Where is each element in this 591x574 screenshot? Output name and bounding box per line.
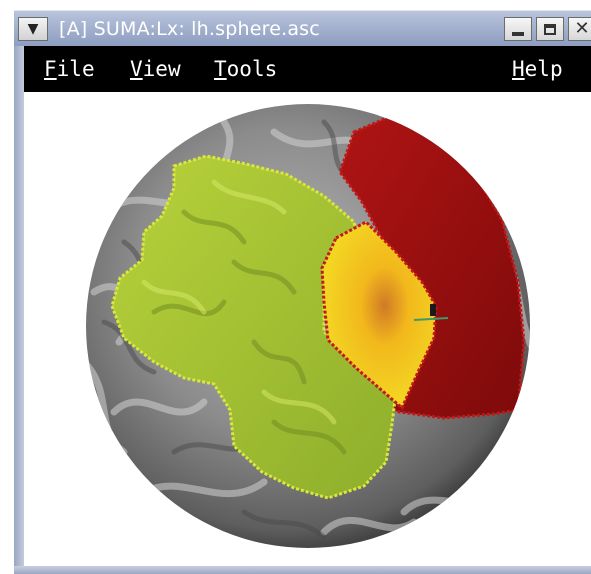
cortical-sphere-render xyxy=(86,104,530,548)
title-bar[interactable]: ▼ [A] SUMA:Lx: lh.sphere.asc ✕ xyxy=(14,10,591,46)
maximize-icon xyxy=(544,23,556,35)
menu-view[interactable]: View xyxy=(130,57,181,81)
menu-file[interactable]: File xyxy=(44,57,95,81)
chevron-down-icon: ▼ xyxy=(27,21,39,37)
close-button[interactable]: ✕ xyxy=(568,17,591,41)
menu-bar: File View Tools Help xyxy=(24,46,591,92)
menu-help[interactable]: Help xyxy=(512,57,563,81)
menu-tools[interactable]: Tools xyxy=(214,57,278,81)
window-menu-button[interactable]: ▼ xyxy=(18,17,48,41)
yellow-roi-region xyxy=(320,220,438,411)
maximize-button[interactable] xyxy=(536,17,564,41)
red-roi-region xyxy=(338,112,526,420)
close-icon: ✕ xyxy=(574,18,590,39)
crosshair-marker xyxy=(430,304,436,316)
render-viewport[interactable] xyxy=(24,92,591,566)
window-border-left xyxy=(14,46,24,574)
minimize-icon xyxy=(512,32,524,36)
window-border-bottom xyxy=(14,566,591,574)
node-pointer xyxy=(413,317,449,321)
window-title: [A] SUMA:Lx: lh.sphere.asc xyxy=(59,18,320,40)
minimize-button[interactable] xyxy=(504,17,532,41)
